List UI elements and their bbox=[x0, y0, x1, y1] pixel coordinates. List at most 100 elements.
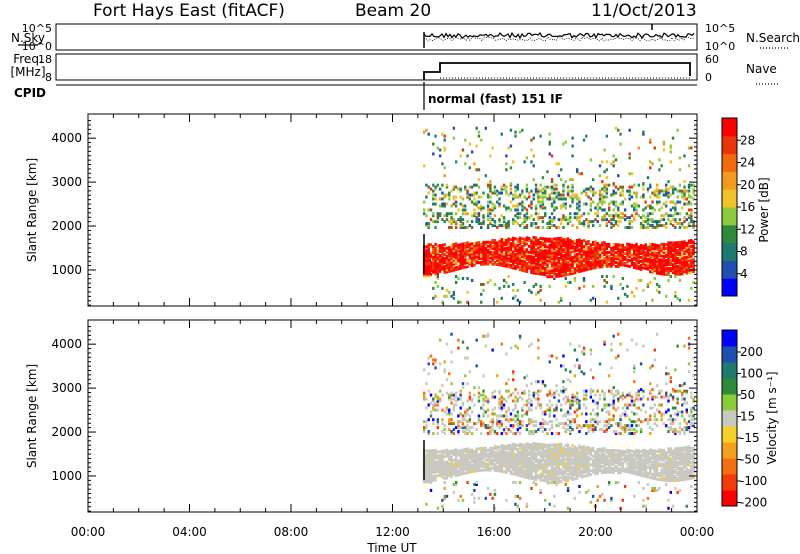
velocity-cell bbox=[452, 466, 456, 470]
velocity-cell bbox=[427, 362, 430, 366]
power-cell bbox=[498, 255, 501, 259]
velocity-cell bbox=[541, 468, 545, 472]
power-cell bbox=[637, 247, 641, 251]
power-colorbar-swatch bbox=[722, 278, 737, 297]
velocity-cell bbox=[518, 420, 522, 424]
velocity-cell bbox=[450, 412, 453, 416]
velocity-cell bbox=[553, 459, 556, 463]
power-cell bbox=[441, 259, 444, 263]
velocity-cell bbox=[459, 458, 462, 462]
power-cell bbox=[651, 254, 654, 258]
velocity-cell bbox=[514, 395, 517, 399]
velocity-cell bbox=[571, 450, 574, 454]
power-cell bbox=[658, 224, 661, 228]
power-cell bbox=[514, 259, 517, 263]
power-cell bbox=[441, 265, 444, 269]
power-cell bbox=[594, 262, 597, 266]
velocity-cell bbox=[429, 478, 433, 482]
velocity-cell bbox=[562, 446, 565, 450]
power-cell bbox=[564, 263, 567, 267]
velocity-cell bbox=[564, 447, 567, 451]
power-cell bbox=[571, 200, 574, 204]
power-cell bbox=[585, 240, 588, 244]
power-cell bbox=[649, 206, 652, 210]
power-cell bbox=[591, 254, 595, 258]
velocity-cell bbox=[509, 448, 513, 452]
velocity-cell bbox=[457, 422, 460, 426]
power-cell bbox=[585, 268, 588, 272]
velocity-cell bbox=[502, 452, 506, 456]
power-cell bbox=[461, 208, 465, 212]
power-cell bbox=[464, 253, 467, 257]
power-cell bbox=[580, 255, 583, 259]
power-cell bbox=[644, 255, 647, 259]
power-cell bbox=[598, 197, 602, 201]
velocity-cell bbox=[441, 430, 444, 434]
velocity-cell bbox=[582, 424, 586, 428]
power-cell bbox=[674, 272, 677, 276]
power-cell bbox=[633, 218, 636, 222]
power-cell bbox=[559, 274, 563, 278]
power-cell bbox=[530, 241, 533, 245]
power-cell bbox=[569, 220, 572, 224]
power-cell bbox=[466, 290, 469, 294]
velocity-cell bbox=[589, 395, 593, 399]
velocity-cell bbox=[461, 468, 465, 472]
power-cell bbox=[559, 240, 563, 244]
power-cell bbox=[482, 248, 485, 252]
velocity-cell bbox=[528, 456, 531, 460]
velocity-cell bbox=[580, 469, 583, 473]
velocity-cell bbox=[502, 414, 506, 418]
power-cell bbox=[587, 257, 590, 261]
power-cell bbox=[612, 262, 615, 266]
velocity-cell bbox=[528, 401, 531, 405]
power-cell bbox=[585, 256, 588, 260]
velocity-cell bbox=[528, 452, 531, 456]
power-cell bbox=[587, 265, 590, 269]
velocity-cell bbox=[512, 450, 515, 454]
power-cell bbox=[559, 266, 563, 270]
velocity-cell bbox=[445, 468, 449, 472]
velocity-cell bbox=[448, 458, 451, 462]
velocity-cell bbox=[553, 449, 556, 453]
power-cell bbox=[507, 222, 510, 226]
power-cell bbox=[553, 271, 556, 275]
power-cell bbox=[619, 185, 622, 189]
velocity-cell bbox=[571, 471, 574, 475]
power-cell bbox=[605, 246, 609, 250]
velocity-cell bbox=[502, 456, 506, 460]
power-cell bbox=[614, 260, 618, 264]
velocity-cell bbox=[598, 465, 602, 469]
power-cell bbox=[553, 263, 556, 267]
velocity-cell bbox=[436, 506, 440, 510]
power-cell bbox=[571, 269, 574, 273]
power-cell bbox=[559, 193, 563, 197]
power-cell bbox=[591, 246, 595, 250]
power-cell bbox=[585, 191, 588, 195]
power-cell bbox=[541, 195, 545, 199]
power-cell bbox=[685, 259, 688, 263]
velocity-cell bbox=[603, 461, 606, 465]
noise-right-tick-bottom: 10^0 bbox=[705, 40, 735, 53]
velocity-cell bbox=[432, 453, 435, 457]
power-cell bbox=[626, 250, 629, 254]
power-cell bbox=[486, 204, 490, 208]
power-cell bbox=[473, 212, 476, 216]
velocity-cell bbox=[459, 412, 462, 416]
freq-trace bbox=[423, 62, 691, 80]
power-cell bbox=[443, 195, 446, 199]
power-cell bbox=[512, 220, 515, 224]
power-cell bbox=[667, 247, 670, 251]
velocity-cell bbox=[603, 430, 606, 434]
velocity-cell bbox=[603, 465, 606, 469]
velocity-cell bbox=[484, 462, 488, 466]
velocity-cell bbox=[569, 470, 572, 474]
power-cell bbox=[559, 254, 563, 258]
power-cell bbox=[548, 275, 551, 279]
velocity-cell bbox=[566, 459, 570, 463]
velocity-cell bbox=[496, 422, 499, 426]
power-cell bbox=[678, 250, 682, 254]
freq-right-tick-top: 60 bbox=[705, 53, 719, 66]
velocity-cell bbox=[429, 414, 433, 418]
power-cell bbox=[628, 249, 631, 253]
